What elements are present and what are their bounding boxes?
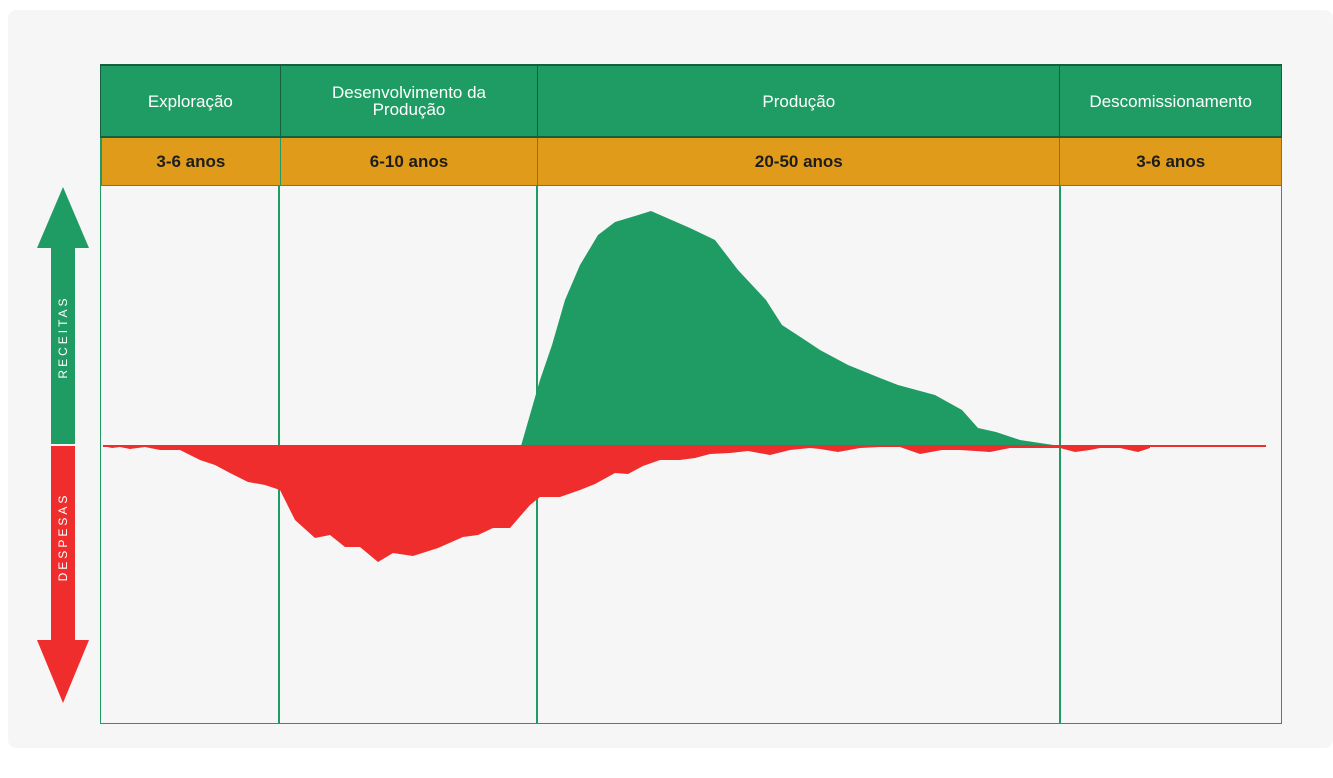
revenue-arrow: [37, 187, 89, 444]
expense-label: DESPESAS: [56, 492, 70, 582]
phase-producao: Produção: [537, 65, 1060, 137]
duration-row: 3-6 anos 6-10 anos 20-50 anos 3-6 anos: [100, 138, 1282, 186]
revenue-area: [521, 211, 1060, 446]
divider-line: [1059, 186, 1061, 724]
phase-desenvolvimento: Desenvolvimento da Produção: [279, 65, 538, 137]
duration-descomissionamento: 3-6 anos: [1059, 138, 1281, 186]
phase-descomissionamento: Descomissionamento: [1059, 65, 1281, 137]
duration-desenvolvimento: 6-10 anos: [279, 138, 538, 186]
phase-exploracao: Exploração: [101, 65, 280, 137]
expense-arrow: [37, 446, 89, 703]
duration-producao: 20-50 anos: [537, 138, 1060, 186]
duration-exploracao: 3-6 anos: [101, 138, 280, 186]
revenue-label: RECEITAS: [56, 295, 70, 379]
expense-area: [103, 446, 1150, 562]
phase-header-row: Exploração Desenvolvimento da Produção P…: [100, 64, 1282, 138]
